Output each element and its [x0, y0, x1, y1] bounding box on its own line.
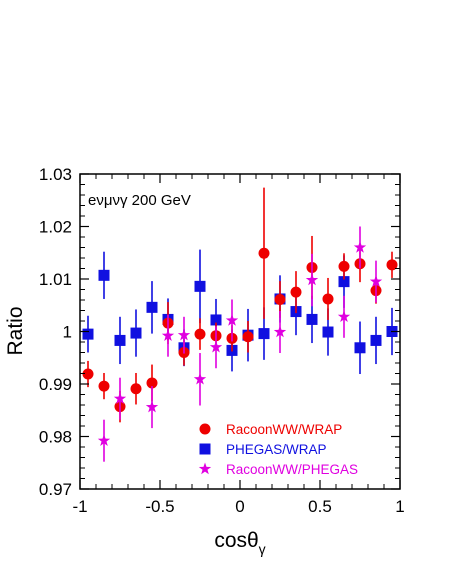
y-tick-label: 1.01 [39, 270, 72, 289]
x-tick-label: 0 [235, 497, 244, 516]
data-point-square [322, 326, 334, 338]
data-point-star [193, 372, 207, 385]
legend-marker-circle [199, 423, 211, 435]
x-axis-label-main: cosθ [214, 529, 258, 552]
data-point-square [306, 313, 318, 325]
y-tick-label: 1 [63, 323, 72, 342]
data-point-circle [130, 383, 142, 395]
data-point-star [113, 392, 127, 404]
data-point-circle [274, 293, 286, 305]
data-point-square [338, 276, 350, 288]
x-tick-label: -0.5 [145, 497, 174, 516]
axis-ticks: -1 -0.5 0 0.5 1 0.97 0.98 0.99 1 1.01 1.02 1.03 [39, 165, 405, 516]
y-tick-label: 0.97 [39, 480, 72, 499]
legend-label: RacoonWW/WRAP [226, 422, 342, 437]
y-tick-label: 0.98 [39, 428, 72, 447]
data-point-circle [98, 380, 110, 392]
legend-label: RacoonWW/PHEGAS [226, 462, 358, 477]
data-point-circle [338, 260, 350, 272]
data-point-circle [194, 328, 206, 340]
legend-label: PHEGAS/WRAP [226, 442, 327, 457]
chart-annotation: eνμνγ 200 GeV [88, 192, 191, 209]
data-point-circle [82, 368, 94, 380]
x-axis-label-subscript: γ [259, 541, 266, 557]
data-point-square [82, 328, 94, 340]
legend-marker-star [198, 462, 212, 475]
data-point-star [353, 241, 367, 253]
data-point-star [305, 273, 319, 286]
data-point-circle [290, 286, 302, 298]
y-tick-label: 1.02 [39, 218, 72, 237]
legend-marker-square [199, 443, 211, 455]
data-point-star [369, 275, 383, 287]
data-point-square [194, 280, 206, 292]
data-point-star [145, 400, 159, 413]
data-point-square [146, 301, 158, 313]
y-axis-label: Ratio [4, 306, 27, 355]
x-tick-label: -1 [72, 497, 87, 516]
data-point-square [130, 327, 142, 339]
data-point-circle [258, 247, 270, 259]
data-point-star [209, 340, 223, 353]
y-tick-label: 1.03 [39, 165, 72, 184]
data-point-star [161, 329, 175, 341]
y-tick-label: 0.99 [39, 375, 72, 394]
data-point-star [337, 310, 351, 323]
legend: RacoonWW/WRAP PHEGAS/WRAP RacoonWW/PHEGAS [198, 422, 358, 477]
data-point-square [370, 334, 382, 346]
data-point-square [98, 269, 110, 281]
data-point-square [258, 328, 270, 340]
series-star [97, 226, 383, 462]
data-point-star [225, 313, 239, 326]
data-point-star [177, 328, 191, 341]
data-point-square [354, 342, 366, 354]
x-tick-label: 0.5 [308, 497, 332, 516]
data-point-circle [322, 293, 334, 305]
data-point-square [114, 334, 126, 346]
data-point-circle [146, 377, 158, 389]
data-point-circle [386, 259, 398, 271]
data-point-star [273, 325, 287, 338]
x-tick-label: 1 [395, 497, 404, 516]
data-point-star [97, 434, 111, 446]
plot-marks [82, 187, 398, 462]
data-point-circle [242, 331, 254, 343]
data-point-square [210, 314, 222, 326]
x-axis-label: cosθγ [214, 529, 265, 557]
